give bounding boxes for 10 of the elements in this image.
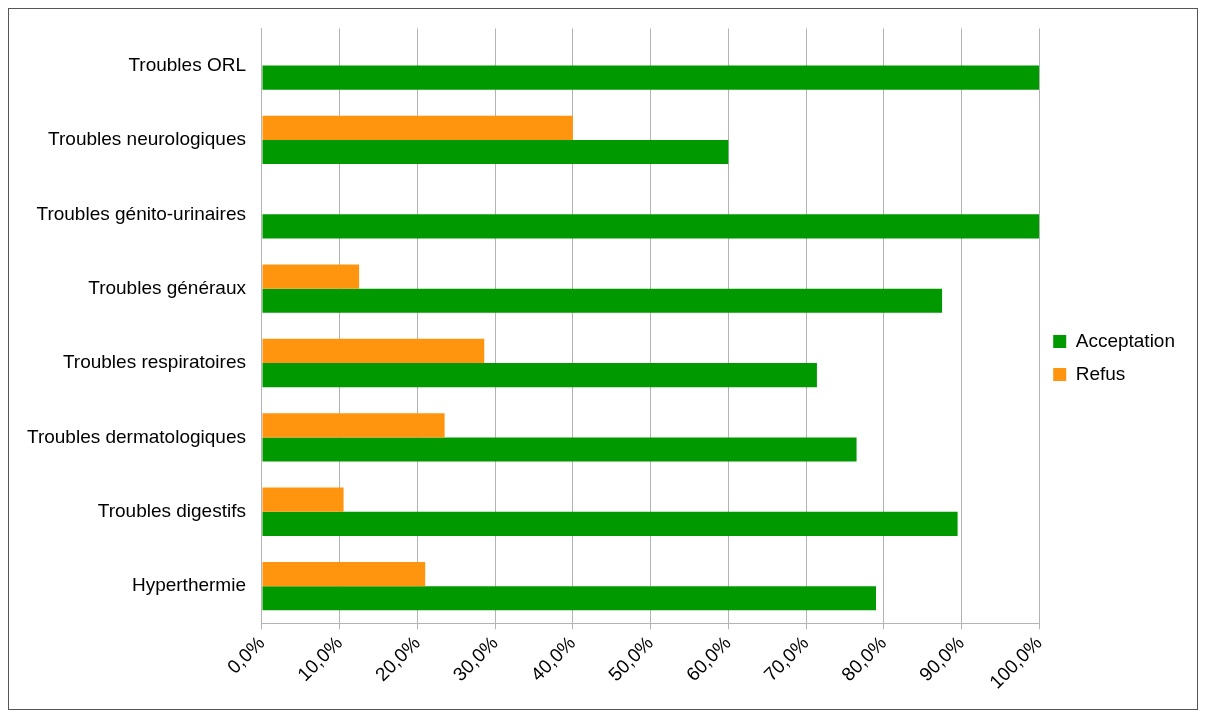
y-tick-label: Troubles dermatologiques <box>26 425 246 447</box>
y-tick-label: Troubles neurologiques <box>48 128 246 150</box>
y-tick-label: Troubles généraux <box>88 276 247 298</box>
y-tick-label: Hyperthermie <box>131 574 246 596</box>
legend-label: Refus <box>1075 362 1126 384</box>
y-tick-label: Troubles digestifs <box>97 500 246 521</box>
legend-label: Acceptation <box>1075 329 1176 351</box>
y-tick-label: Troubles ORL <box>128 53 246 75</box>
y-tick-label: Troubles génito-urinaires <box>36 202 246 224</box>
y-tick-label: Troubles respiratoires <box>62 351 246 373</box>
